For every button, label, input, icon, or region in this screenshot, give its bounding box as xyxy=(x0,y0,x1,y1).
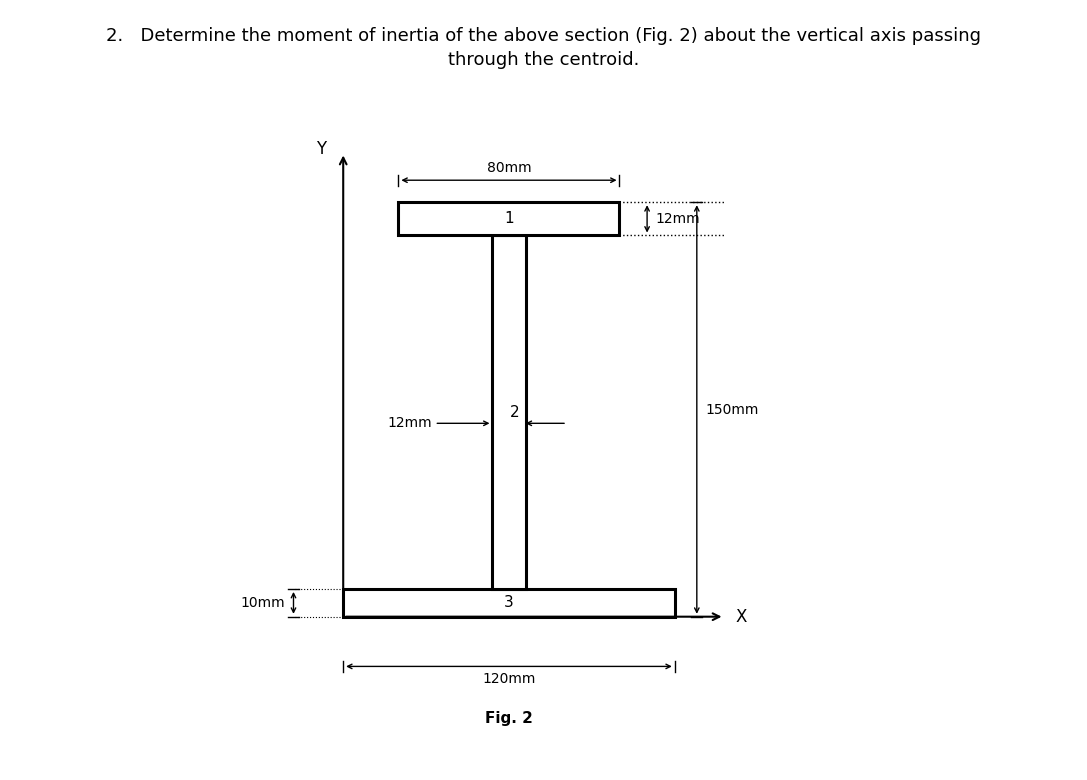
Text: 12mm: 12mm xyxy=(387,417,432,431)
Bar xyxy=(492,236,525,589)
Text: through the centroid.: through the centroid. xyxy=(448,51,639,69)
Text: Y: Y xyxy=(316,140,326,158)
Text: 80mm: 80mm xyxy=(487,161,532,175)
Text: 3: 3 xyxy=(504,595,514,611)
Bar xyxy=(343,589,675,617)
Text: X: X xyxy=(736,608,747,626)
Text: 2.   Determine the moment of inertia of the above section (Fig. 2) about the ver: 2. Determine the moment of inertia of th… xyxy=(107,27,980,45)
Text: 2: 2 xyxy=(510,405,520,420)
Text: 150mm: 150mm xyxy=(705,402,759,417)
Text: 120mm: 120mm xyxy=(483,672,536,686)
Text: 12mm: 12mm xyxy=(655,212,700,226)
Text: Fig. 2: Fig. 2 xyxy=(485,711,533,725)
Text: 10mm: 10mm xyxy=(240,596,285,610)
Bar xyxy=(399,202,620,236)
Text: 1: 1 xyxy=(504,211,514,226)
